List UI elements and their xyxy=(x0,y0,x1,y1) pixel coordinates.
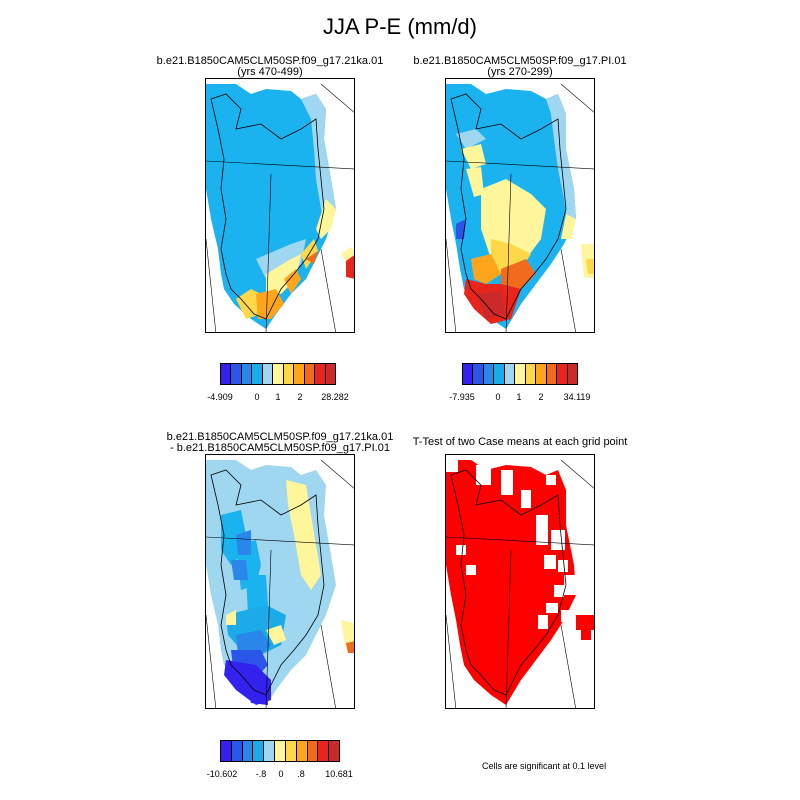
legend-swatch xyxy=(307,741,319,761)
legend-swatch xyxy=(473,364,484,384)
panel-title-diff-line1: b.e21.B1850CAM5CLM50SP.f09_g17.21ka.01 xyxy=(166,431,394,443)
panel-title-diff-line2: - b.e21.B1850CAM5CLM50SP.f09_g17.PI.01 xyxy=(170,442,390,454)
panel-title-case2-line1: b.e21.B1850CAM5CLM50SP.f09_g17.PI.01 xyxy=(413,55,627,67)
legend-label: 1 xyxy=(275,392,281,402)
legend-label: 28.282 xyxy=(321,392,349,402)
legend-swatch xyxy=(329,741,339,761)
legend-bar-diff xyxy=(220,740,340,762)
legend-swatch xyxy=(567,364,577,384)
legend-label: 0 xyxy=(278,769,284,779)
legend-label: 34.119 xyxy=(563,392,591,402)
legend-label: -10.602 xyxy=(206,769,238,779)
panel-title-case2: b.e21.B1850CAM5CLM50SP.f09_g17.PI.01 (yr… xyxy=(370,56,670,78)
legend-swatch xyxy=(221,741,232,761)
legend-swatch xyxy=(285,741,297,761)
legend-swatch xyxy=(241,364,253,384)
legend-label: 0 xyxy=(495,392,501,402)
legend-label: 2 xyxy=(538,392,544,402)
legend-swatch xyxy=(231,741,243,761)
legend-swatch xyxy=(483,364,495,384)
panel-title-case1-line1: b.e21.B1850CAM5CLM50SP.f09_g17.21ka.01 xyxy=(156,55,384,67)
legend-swatch xyxy=(283,364,295,384)
legend-swatch xyxy=(325,364,335,384)
legend-swatch xyxy=(294,364,305,384)
panel-title-case1: b.e21.B1850CAM5CLM50SP.f09_g17.21ka.01 (… xyxy=(120,56,420,78)
legend-label: 10.681 xyxy=(325,769,353,779)
legend-swatch xyxy=(252,364,263,384)
panel-title-case1-line2: (yrs 470-499) xyxy=(237,66,303,78)
legend-swatch xyxy=(264,741,276,761)
panel-title-case2-line2: (yrs 270-299) xyxy=(487,66,553,78)
main-title: JJA P-E (mm/d) xyxy=(322,14,477,39)
legend-label: -4.909 xyxy=(207,392,233,402)
legend-swatch xyxy=(221,364,232,384)
legend-swatch xyxy=(231,364,242,384)
legend-label: 1 xyxy=(516,392,522,402)
legend-swatch xyxy=(494,364,505,384)
legend-swatch xyxy=(296,741,308,761)
panel-title-ttest: T-Test of two Case means at each grid po… xyxy=(370,437,670,448)
legend-swatch xyxy=(536,364,547,384)
legend-swatch xyxy=(304,364,316,384)
legend-swatch xyxy=(262,364,274,384)
significance-note: Cells are significant at 0.1 level xyxy=(482,761,607,771)
map-ttest xyxy=(445,454,595,709)
legend-bar-case2 xyxy=(462,363,578,385)
legend-swatch xyxy=(504,364,516,384)
legend-swatch xyxy=(525,364,537,384)
legend-label: -7.935 xyxy=(449,392,475,402)
legend-swatch xyxy=(253,741,265,761)
legend-swatch xyxy=(318,741,330,761)
legend-swatch xyxy=(546,364,558,384)
legend-swatch xyxy=(515,364,526,384)
legend-label: 0 xyxy=(254,392,260,402)
map-diff xyxy=(205,454,355,709)
legend-swatch xyxy=(557,364,568,384)
legend-swatch xyxy=(273,364,284,384)
legend-label: -.8 xyxy=(255,769,267,779)
legend-bar-case1 xyxy=(220,363,336,385)
panel-title-diff: b.e21.B1850CAM5CLM50SP.f09_g17.21ka.01 -… xyxy=(130,432,430,454)
legend-swatch xyxy=(463,364,474,384)
legend-swatch xyxy=(315,364,326,384)
map-case2 xyxy=(445,78,595,333)
legend-label: 2 xyxy=(297,392,303,402)
legend-swatch xyxy=(275,741,286,761)
legend-label: .8 xyxy=(297,769,305,779)
map-case1 xyxy=(205,78,355,333)
legend-swatch xyxy=(242,741,254,761)
panel-title-ttest-line1: T-Test of two Case means at each grid po… xyxy=(412,436,628,448)
